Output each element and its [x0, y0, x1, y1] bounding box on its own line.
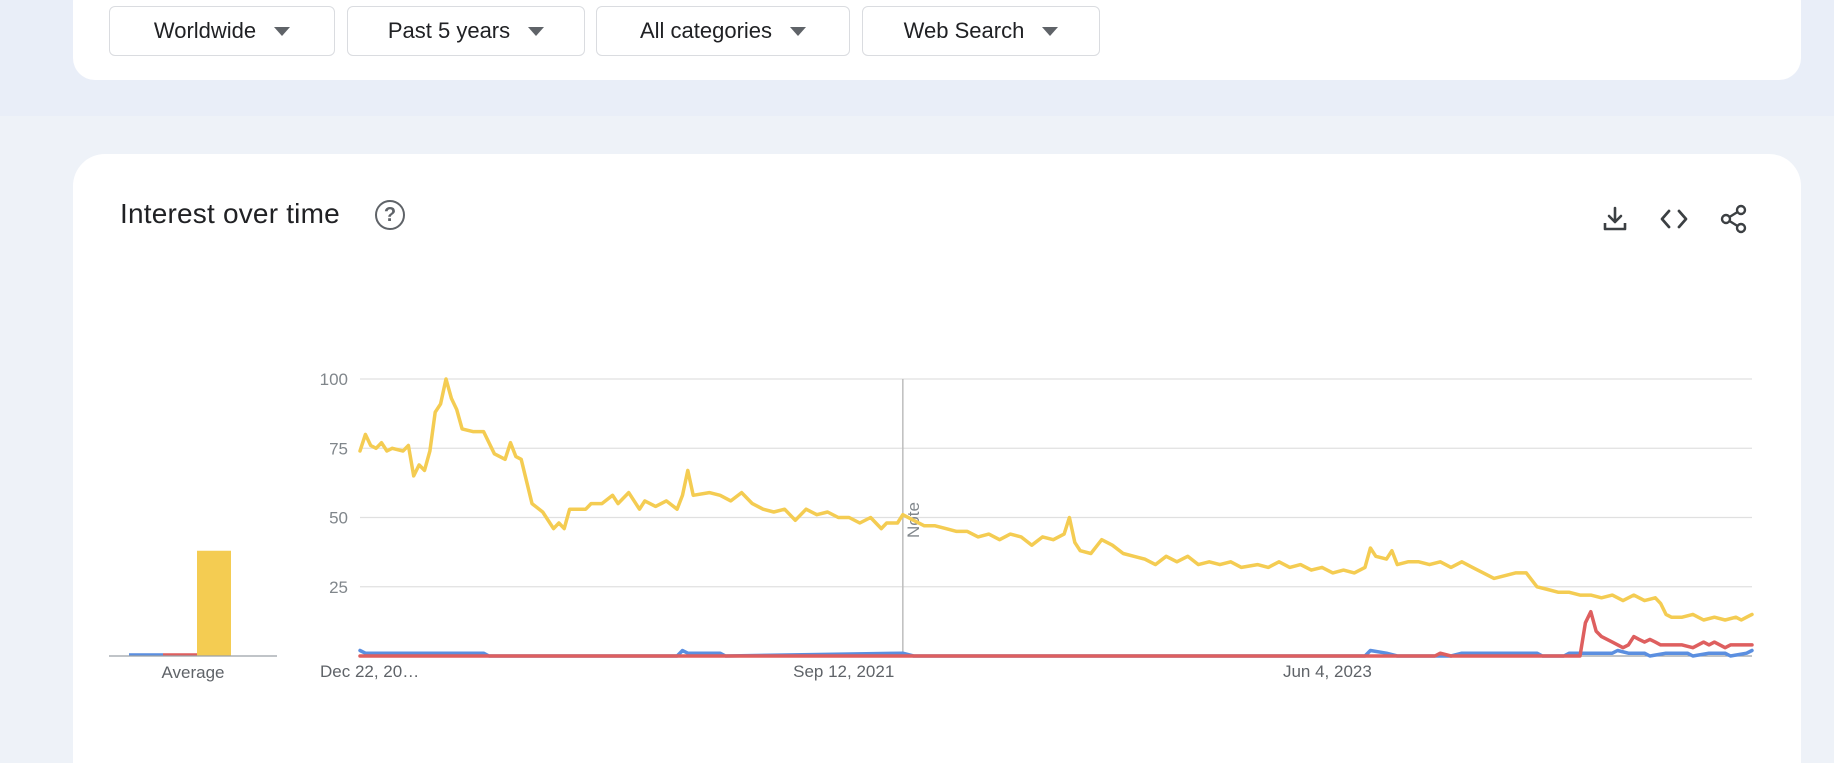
- average-bar: [129, 653, 163, 656]
- help-circle-icon[interactable]: ?: [375, 200, 405, 230]
- search-type-filter-button[interactable]: Web Search: [862, 6, 1100, 56]
- caret-down-icon: [1042, 26, 1059, 36]
- average-bar: [163, 653, 197, 656]
- y-tick-label: 75: [329, 439, 348, 458]
- x-tick-label: Sep 12, 2021: [793, 662, 894, 681]
- share-icon[interactable]: [1717, 202, 1751, 236]
- caret-down-icon: [528, 26, 545, 36]
- average-bar: [197, 550, 231, 656]
- series-line-yellow: [358, 377, 1754, 622]
- caret-down-icon: [790, 26, 807, 36]
- region-filter-button[interactable]: Worldwide: [109, 6, 335, 56]
- average-label: Average: [161, 663, 224, 682]
- time-range-filter-label: Past 5 years: [387, 18, 511, 43]
- interest-over-time-card: Interest over time ? 100 75 50 25 Note Aver…: [73, 154, 1801, 763]
- region-filter-label: Worldwide: [153, 18, 257, 43]
- caret-down-icon: [274, 26, 291, 36]
- y-tick-label: 25: [329, 578, 348, 597]
- download-icon[interactable]: [1598, 202, 1632, 236]
- x-axis-ticks: Dec 22, 20… Sep 12, 2021 Jun 4, 2023: [320, 662, 1372, 681]
- embed-code-icon[interactable]: [1657, 202, 1691, 236]
- series-line-red: [358, 609, 1754, 658]
- x-tick-label: Dec 22, 20…: [320, 662, 419, 681]
- time-range-filter-button[interactable]: Past 5 years: [347, 6, 585, 56]
- average-bars: [109, 550, 277, 657]
- y-tick-label: 100: [320, 370, 348, 389]
- y-axis-ticks: 100 75 50 25: [320, 370, 348, 597]
- y-tick-label: 50: [329, 509, 348, 528]
- panel-title: Interest over time: [120, 198, 340, 229]
- filter-bar: Worldwide Past 5 years All categories We…: [73, 0, 1801, 80]
- series-lines: [358, 377, 1754, 658]
- search-type-filter-label: Web Search: [903, 18, 1025, 43]
- category-filter-label: All categories: [639, 18, 773, 43]
- category-filter-button[interactable]: All categories: [596, 6, 850, 56]
- x-tick-label: Jun 4, 2023: [1283, 662, 1372, 681]
